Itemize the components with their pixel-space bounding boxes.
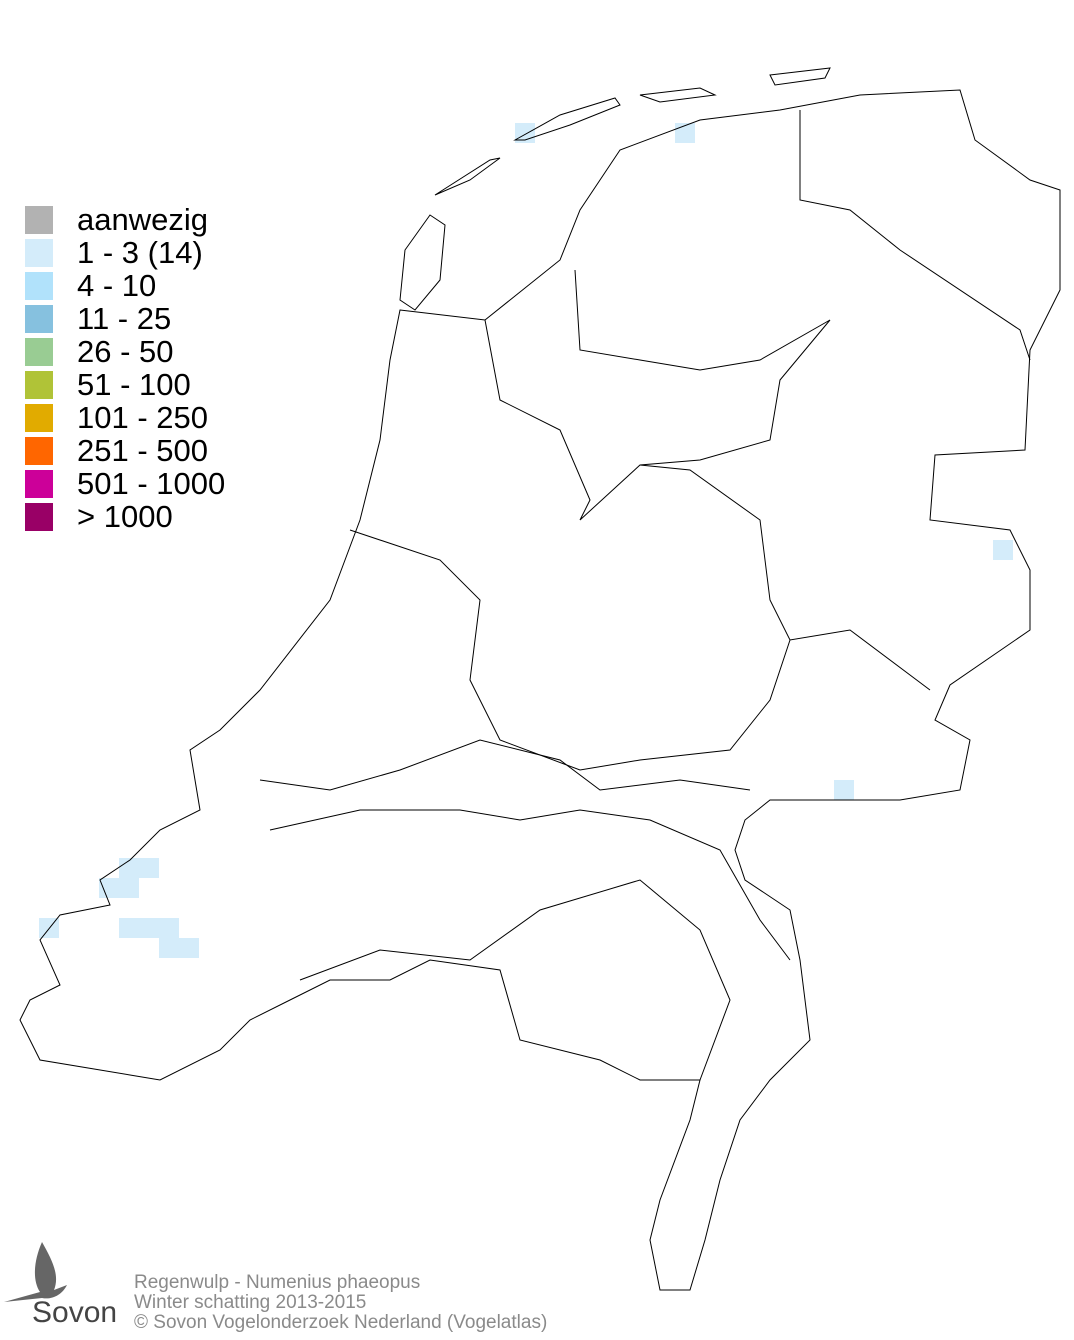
legend-item: 251 - 500 xyxy=(25,432,225,468)
legend-label: 26 - 50 xyxy=(77,333,174,369)
legend-label: aanwezig xyxy=(77,201,208,237)
texel xyxy=(399,214,446,311)
legend-item: 4 - 10 xyxy=(25,267,225,303)
legend-swatch xyxy=(25,469,53,498)
legend-item: 26 - 50 xyxy=(25,333,225,369)
legend-label: 4 - 10 xyxy=(77,267,157,303)
legend-label: 51 - 100 xyxy=(77,366,191,402)
sovon-logo-text: Sovon xyxy=(32,1296,118,1329)
province-borders xyxy=(299,879,731,1081)
legend-swatch xyxy=(25,238,53,267)
river-lines xyxy=(269,809,791,961)
province-borders xyxy=(349,529,791,771)
legend-item: 11 - 25 xyxy=(25,300,225,336)
legend-swatch xyxy=(25,502,53,531)
legend-label: 11 - 25 xyxy=(77,300,172,336)
occupied-cell xyxy=(99,878,139,898)
vlieland xyxy=(434,157,501,196)
legend-swatch xyxy=(25,205,53,234)
legend-item: 51 - 100 xyxy=(25,366,225,402)
occupied-cell xyxy=(834,780,854,800)
species-name: Regenwulp - Numenius phaeopus xyxy=(134,1272,421,1293)
legend-item: > 1000 xyxy=(25,498,225,534)
legend-label: 1 - 3 (14) xyxy=(77,234,203,270)
mainland-outline xyxy=(19,89,1061,1291)
sovon-swallow-logo-icon xyxy=(4,1242,67,1302)
occupied-cell xyxy=(159,938,199,958)
legend-swatch xyxy=(25,436,53,465)
legend: aanwezig 1 - 3 (14) 4 - 10 11 - 25 26 - … xyxy=(25,201,226,534)
occupied-cell xyxy=(119,858,159,878)
province-borders xyxy=(484,269,831,521)
map-caption: Regenwulp - Numenius phaeopus Winter sch… xyxy=(134,1273,547,1333)
survey-period: Winter schatting 2013-2015 xyxy=(134,1292,367,1313)
river-lines xyxy=(259,739,751,791)
province-borders xyxy=(639,464,931,691)
legend-swatch xyxy=(25,370,53,399)
terschelling xyxy=(513,97,621,141)
province-borders xyxy=(799,110,1031,361)
legend-item: 101 - 250 xyxy=(25,399,225,435)
occupied-cell xyxy=(993,540,1013,560)
legend-label: > 1000 xyxy=(77,498,173,534)
legend-swatch xyxy=(25,337,53,366)
legend-swatch xyxy=(25,403,53,432)
legend-label: 501 - 1000 xyxy=(77,465,226,501)
legend-label: 101 - 250 xyxy=(77,399,208,435)
legend-item: 501 - 1000 xyxy=(25,465,226,501)
legend-label: 251 - 500 xyxy=(77,432,208,468)
legend-swatch xyxy=(25,304,53,333)
schiermonnikoog xyxy=(769,67,831,86)
legend-item: 1 - 3 (14) xyxy=(25,234,225,270)
occupied-cell xyxy=(119,918,179,938)
ameland xyxy=(639,87,717,103)
copyright: © Sovon Vogelonderzoek Nederland (Vogela… xyxy=(134,1312,548,1333)
legend-swatch xyxy=(25,271,53,300)
legend-item: aanwezig xyxy=(25,201,225,237)
